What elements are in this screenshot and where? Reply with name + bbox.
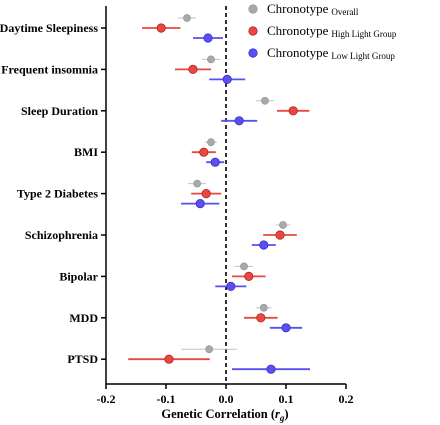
category-label: Sleep Duration	[21, 104, 98, 118]
point-estimate	[222, 74, 232, 85]
point-estimate	[266, 364, 276, 374]
point-estimate	[259, 240, 269, 250]
x-axis-label: Genetic Correlation (rg)	[161, 407, 288, 423]
category-label: Schizophrenia	[25, 228, 98, 242]
point-estimate	[279, 221, 287, 229]
x-tick-label: 0.0	[219, 392, 234, 406]
category-label: MDD	[69, 311, 98, 325]
point-estimate	[240, 262, 248, 271]
point-estimate	[164, 354, 174, 364]
legend: Chronotype Overall Chronotype High Light Gr…	[248, 1, 397, 61]
point-estimate	[199, 147, 209, 157]
point-estimate	[256, 313, 266, 323]
legend-label: Chronotype Low Light Group	[267, 45, 395, 61]
category-label: Daytime Sleepiness	[0, 21, 98, 35]
point-estimate	[210, 157, 220, 167]
x-tick-label: -0.2	[97, 392, 116, 406]
point-estimate	[207, 55, 215, 64]
point-estimate	[201, 189, 211, 199]
legend-marker	[248, 26, 258, 36]
x-tick-label: -0.1	[157, 392, 176, 406]
category-label: BMI	[74, 145, 98, 159]
x-tick-label: 0.2	[339, 392, 354, 406]
point-estimate	[156, 23, 166, 33]
point-estimate	[193, 179, 202, 188]
category-label: Frequent insomnia	[1, 62, 98, 76]
x-tick-label: 0.1	[279, 392, 294, 406]
legend-marker	[248, 4, 258, 14]
point-estimate	[259, 303, 268, 312]
point-estimate	[183, 14, 191, 22]
point-estimate	[281, 323, 291, 333]
legend-marker	[248, 48, 258, 58]
category-label: Bipolar	[59, 269, 98, 283]
point-estimate	[275, 230, 285, 240]
point-estimate	[195, 199, 205, 209]
legend-label: Chronotype Overall	[267, 1, 359, 17]
point-estimate	[207, 138, 215, 147]
category-label: Type 2 Diabetes	[17, 187, 98, 201]
point-estimate	[261, 96, 269, 105]
point-estimate	[288, 106, 298, 116]
axes: -0.2 -0.1 0.0 0.1 0.2 Daytime Sleepiness Frequ…	[0, 6, 354, 406]
legend-label: Chronotype High Light Group	[267, 23, 397, 39]
point-estimate	[244, 271, 254, 281]
marks	[128, 14, 310, 374]
point-estimate	[234, 116, 244, 126]
point-estimate	[203, 33, 213, 43]
category-label: PTSD	[67, 352, 98, 366]
point-estimate	[226, 281, 236, 291]
point-estimate	[188, 64, 198, 75]
point-estimate	[205, 345, 214, 354]
